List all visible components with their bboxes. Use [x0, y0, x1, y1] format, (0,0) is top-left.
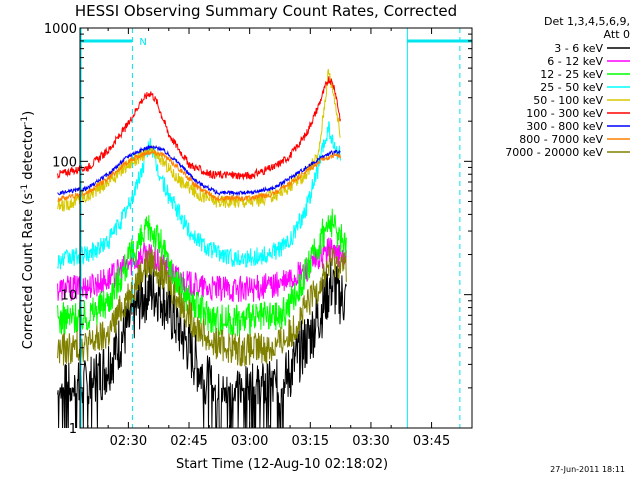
legend-label-0: 3 - 6 keV	[554, 42, 603, 55]
legend-label-3: 25 - 50 keV	[540, 81, 603, 94]
series-line-8	[57, 246, 347, 367]
legend-label-2: 12 - 25 keV	[540, 68, 603, 81]
legend-label-6: 300 - 800 keV	[526, 120, 603, 133]
x-axis-label: Start Time (12-Aug-10 02:18:02)	[176, 457, 388, 472]
legend-header: Det 1,3,4,5,6,9,	[544, 15, 630, 28]
annotation-layer: N	[80, 28, 472, 428]
series-line-7	[57, 149, 341, 203]
x-tick-label-5: 03:45	[413, 434, 450, 449]
y-axis-label-sup1: -1	[20, 184, 30, 193]
legend-label-4: 50 - 100 keV	[533, 94, 603, 107]
legend-label-8: 7000 - 20000 keV	[505, 146, 603, 159]
x-tick-label-3: 03:15	[292, 434, 329, 449]
legend-header-2: Att 0	[604, 28, 630, 41]
y-axis-label-part1: Corrected Count Rate (s	[21, 193, 36, 350]
y-axis-label: Corrected Count Rate (s-1 detector-1)	[20, 111, 36, 349]
y-tick-label-1: 10	[60, 289, 77, 304]
y-axis-label-part2: detector	[21, 124, 36, 184]
x-tick-label-0: 02:30	[110, 434, 147, 449]
series-line-4	[57, 68, 341, 212]
series-line-2	[57, 208, 347, 338]
legend-label-5: 100 - 300 keV	[526, 107, 603, 120]
y-axis-ticks: 1 10 100 1000	[44, 22, 472, 437]
y-axis-label-sup2: -1	[20, 116, 30, 125]
x-tick-label-1: 02:45	[170, 434, 207, 449]
chart-title: HESSI Observing Summary Count Rates, Cor…	[75, 2, 457, 20]
y-tick-label-3: 1000	[44, 22, 77, 37]
legend-label-7: 800 - 7000 keV	[519, 133, 603, 146]
y-axis-label-part3: )	[21, 111, 36, 116]
x-tick-label-2: 03:00	[231, 434, 268, 449]
series-layer	[57, 68, 347, 429]
series-line-0	[57, 259, 347, 429]
series-line-6	[57, 144, 341, 197]
y-tick-label-0: 1	[69, 422, 77, 437]
series-line-3	[57, 121, 341, 270]
series-line-5	[57, 76, 341, 181]
x-axis-ticks: 02:30 02:45 03:00 03:15 03:30 03:45	[87, 28, 450, 449]
plot-frame	[79, 27, 473, 429]
x-tick-label-4: 03:30	[352, 434, 389, 449]
legend-label-1: 6 - 12 keV	[547, 55, 603, 68]
series-line-1	[57, 237, 347, 303]
night-marker: N	[139, 37, 146, 48]
footer-date: 27-Jun-2011 18:11	[550, 465, 625, 474]
y-tick-label-2: 100	[52, 155, 77, 170]
